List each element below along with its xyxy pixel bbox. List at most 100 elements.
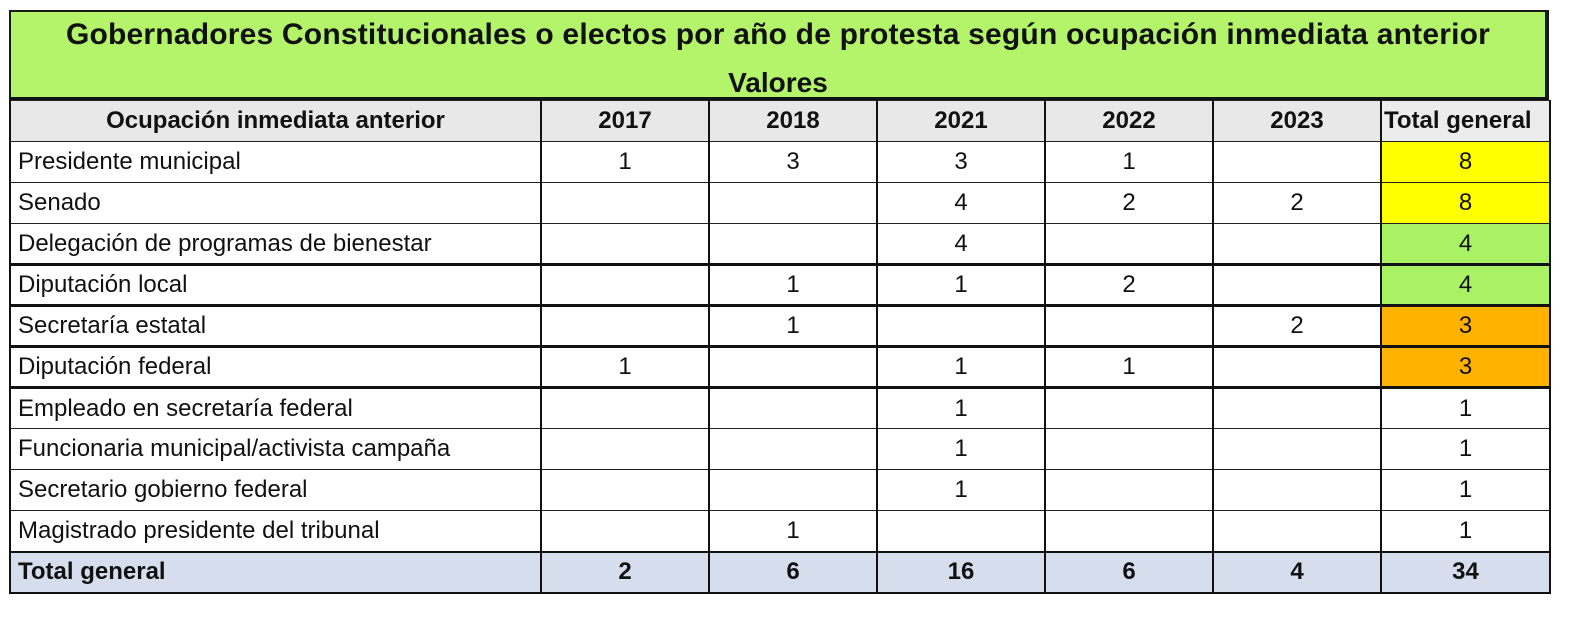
row-label[interactable]: Funcionaria municipal/activista campaña	[9, 428, 542, 470]
row-label[interactable]: Diputación local	[9, 263, 542, 306]
value-cell[interactable]: 1	[876, 428, 1046, 470]
value-cell[interactable]: 1	[708, 510, 878, 552]
value-cell[interactable]	[1044, 510, 1214, 552]
value-cell[interactable]: 4	[876, 182, 1046, 224]
row-label[interactable]: Delegación de programas de bienestar	[9, 223, 542, 265]
table-title: Gobernadores Constitucionales o electos …	[65, 18, 1491, 51]
grand-total-row: Total general 2 6 16 6 4 34	[9, 550, 1551, 594]
value-cell[interactable]	[540, 263, 710, 306]
table-row: Secretaría estatal 1 2 3	[9, 304, 1551, 347]
grand-total-cell[interactable]: 34	[1380, 550, 1551, 594]
table-row: Diputación local 1 1 2 4	[9, 263, 1551, 306]
value-cell[interactable]	[708, 428, 878, 470]
value-cell[interactable]	[1212, 510, 1382, 552]
value-cell[interactable]	[540, 428, 710, 470]
value-cell[interactable]: 1	[540, 141, 710, 183]
value-cell[interactable]: 1	[708, 263, 878, 306]
value-cell[interactable]: 2	[1044, 263, 1214, 306]
value-cell[interactable]	[1212, 141, 1382, 183]
value-cell[interactable]: 1	[876, 263, 1046, 306]
row-total-cell[interactable]: 8	[1380, 141, 1551, 183]
value-cell[interactable]	[708, 182, 878, 224]
value-cell[interactable]	[876, 304, 1046, 347]
value-cell[interactable]	[1044, 223, 1214, 265]
row-total-cell[interactable]: 4	[1380, 263, 1551, 306]
row-label[interactable]: Senado	[9, 182, 542, 224]
value-cell[interactable]: 2	[1212, 182, 1382, 224]
value-cell[interactable]	[1044, 386, 1214, 429]
value-cell[interactable]	[1212, 469, 1382, 511]
column-header-2018[interactable]: 2018	[708, 100, 878, 142]
value-cell[interactable]	[708, 223, 878, 265]
value-cell[interactable]: 2	[1212, 304, 1382, 347]
value-cell[interactable]	[1044, 428, 1214, 470]
value-cell[interactable]	[540, 469, 710, 511]
column-total-cell[interactable]: 6	[1044, 550, 1214, 594]
column-header-2022[interactable]: 2022	[1044, 100, 1214, 142]
value-cell[interactable]	[540, 182, 710, 224]
row-total-cell[interactable]: 4	[1380, 223, 1551, 265]
value-cell[interactable]: 2	[1044, 182, 1214, 224]
row-label[interactable]: Magistrado presidente del tribunal	[9, 510, 542, 552]
row-total-cell[interactable]: 1	[1380, 428, 1551, 470]
value-cell[interactable]	[708, 469, 878, 511]
row-label[interactable]: Presidente municipal	[9, 141, 542, 183]
value-cell[interactable]	[1044, 304, 1214, 347]
value-cell[interactable]	[708, 345, 878, 388]
value-cell[interactable]: 4	[876, 223, 1046, 265]
table-row: Delegación de programas de bienestar 4 4	[9, 223, 1551, 265]
table-row: Empleado en secretaría federal 1 1	[9, 386, 1551, 429]
value-cell[interactable]: 1	[1044, 345, 1214, 388]
value-cell[interactable]	[1212, 386, 1382, 429]
value-cell[interactable]	[1212, 223, 1382, 265]
row-label[interactable]: Empleado en secretaría federal	[9, 386, 542, 429]
title-banner: Gobernadores Constitucionales o electos …	[9, 10, 1549, 100]
value-cell[interactable]	[540, 223, 710, 265]
value-cell[interactable]: 1	[1044, 141, 1214, 183]
value-cell[interactable]: 1	[876, 386, 1046, 429]
row-label[interactable]: Diputación federal	[9, 345, 542, 388]
table-row: Presidente municipal 1 3 3 1 8	[9, 141, 1551, 183]
column-total-cell[interactable]: 6	[708, 550, 878, 594]
column-header-occupation[interactable]: Ocupación inmediata anterior	[9, 100, 542, 142]
value-cell[interactable]: 1	[540, 345, 710, 388]
value-cell[interactable]	[708, 386, 878, 429]
column-total-cell[interactable]: 16	[876, 550, 1046, 594]
column-header-2021[interactable]: 2021	[876, 100, 1046, 142]
row-total-cell[interactable]: 1	[1380, 469, 1551, 511]
column-header-2017[interactable]: 2017	[540, 100, 710, 142]
column-header-total[interactable]: Total general	[1380, 100, 1551, 142]
value-cell[interactable]: 3	[708, 141, 878, 183]
column-total-cell[interactable]: 2	[540, 550, 710, 594]
value-cell[interactable]	[540, 386, 710, 429]
row-total-cell[interactable]: 3	[1380, 345, 1551, 388]
value-cell[interactable]	[1212, 345, 1382, 388]
value-cell[interactable]	[1044, 469, 1214, 511]
value-cell[interactable]: 1	[708, 304, 878, 347]
column-header-2023[interactable]: 2023	[1212, 100, 1382, 142]
header-row: Ocupación inmediata anterior 2017 2018 2…	[9, 100, 1551, 142]
row-total-cell[interactable]: 8	[1380, 182, 1551, 224]
row-total-cell[interactable]: 1	[1380, 386, 1551, 429]
table-body: Presidente municipal 1 3 3 1 8 Senado 4 2 2 8 Deleg…	[9, 141, 1551, 594]
data-table: Ocupación inmediata anterior 2017 2018 2…	[9, 100, 1551, 594]
value-cell[interactable]: 1	[876, 345, 1046, 388]
values-label: Valores	[728, 67, 828, 98]
total-row-label[interactable]: Total general	[9, 550, 542, 594]
row-label[interactable]: Secretario gobierno federal	[9, 469, 542, 511]
pivot-table-sheet: Gobernadores Constitucionales o electos …	[9, 10, 1551, 594]
value-cell[interactable]: 3	[876, 141, 1046, 183]
row-total-cell[interactable]: 1	[1380, 510, 1551, 552]
table-row: Magistrado presidente del tribunal 1 1	[9, 510, 1551, 552]
value-cell[interactable]	[1212, 428, 1382, 470]
value-cell[interactable]	[876, 510, 1046, 552]
table-row: Senado 4 2 2 8	[9, 182, 1551, 224]
value-cell[interactable]: 1	[876, 469, 1046, 511]
value-cell[interactable]	[1212, 263, 1382, 306]
column-total-cell[interactable]: 4	[1212, 550, 1382, 594]
row-label[interactable]: Secretaría estatal	[9, 304, 542, 347]
row-total-cell[interactable]: 3	[1380, 304, 1551, 347]
value-cell[interactable]	[540, 304, 710, 347]
table-row: Diputación federal 1 1 1 3	[9, 345, 1551, 388]
value-cell[interactable]	[540, 510, 710, 552]
